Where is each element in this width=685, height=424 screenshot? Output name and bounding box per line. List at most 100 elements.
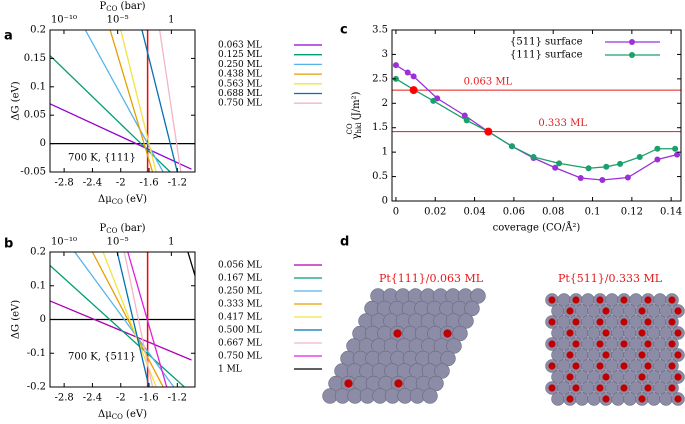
y-tick-label: 0 [40,314,46,325]
image-caption: Pt{511}/0.333 ML [558,272,663,285]
co-atom [638,373,646,381]
legend-label: 0.750 ML [218,99,262,109]
x-tick-label: 0.04 [463,207,485,218]
x-tick-label: -2 [116,178,126,189]
series-line [395,78,676,169]
x-tick-label: -2.8 [54,393,73,404]
plot-frame [49,29,196,173]
atom [422,388,438,404]
co-atom [674,351,682,359]
x-tick-label: -2.4 [83,393,102,404]
legend-label: 0.167 ML [218,274,262,284]
series-line [187,252,195,276]
y-tick-label: -0.2 [27,382,46,393]
co-atom [638,329,646,337]
legend-label: 0.688 ML [218,89,262,99]
panel-letter: c [340,23,348,38]
marker [624,174,631,181]
y-axis-label: ΔG (eV) [11,300,22,339]
co-atom [674,329,682,337]
co-atom [566,307,574,315]
co-atom [393,329,402,338]
y-tick-label: -0.05 [20,167,46,178]
marker [552,164,559,171]
legend-label: 0.250 ML [218,287,262,297]
co-atom [572,384,580,392]
y-tick-label: 0 [40,138,46,149]
marker [654,145,661,152]
atom [611,392,625,406]
marker [577,175,584,182]
atom [452,325,468,342]
series-line [127,252,168,387]
x2-axis-label: PCO (bar) [100,1,146,14]
x2-tick-label: 1 [168,237,174,248]
y-tick-label: 3.5 [372,25,388,36]
x-axis-label: ΔμCO (eV) [98,194,147,207]
co-atom [602,395,610,403]
series-line [158,30,182,172]
y-tick-label: 0.05 [24,110,46,121]
atom [623,392,637,406]
series-line [120,30,157,172]
panel-letter: d [340,235,349,250]
co-atom [668,318,676,326]
co-atom [443,329,452,338]
co-atom [638,307,646,315]
co-atom [602,329,610,337]
y-tick-label: 0.2 [30,25,46,36]
co-atom [668,340,676,348]
x2-axis-label-sub: CO [106,5,117,13]
atom [659,392,673,406]
series-line [50,103,192,170]
legend-marker [629,52,635,58]
x-tick-label: -1.6 [139,178,158,189]
co-atom [620,384,628,392]
marker [508,143,515,150]
marker [599,176,606,183]
legend-label: 0.667 ML [218,339,262,349]
series-line [91,252,164,387]
co-atom [620,340,628,348]
atom [551,392,565,406]
series-line [50,300,192,361]
co-atom [596,384,604,392]
legend-label: 0.438 ML [218,70,262,80]
highlight-point [484,127,493,136]
co-atom [344,379,353,388]
x-axis-label-sub: CO [112,413,123,421]
x2-axis-label: PCO (bar) [100,223,146,236]
x-tick-label: 0.12 [621,207,643,218]
co-atom [548,296,556,304]
x2-tick-label: 10⁻⁵ [107,237,129,248]
y-tick-label: 0.2 [30,247,46,258]
series-line [395,64,678,181]
atom [434,363,450,379]
plot-area [50,252,195,387]
co-atom [644,318,652,326]
atom [587,392,601,406]
co-atom [620,318,628,326]
co-atom [668,384,676,392]
marker [556,160,563,167]
y-tick-label: 2.5 [372,73,388,84]
x-axis-label-sub: CO [112,198,123,206]
panel-letter: a [4,29,13,44]
x-axis-label: coverage (CO/Å²) [493,222,581,234]
co-atom [548,318,556,326]
plot-frame [391,29,682,202]
atom [464,300,480,317]
co-atom [548,384,556,392]
legend-label: 0.056 ML [218,261,262,271]
x-axis-label-main: Δμ [98,194,112,205]
legend-label: {111} surface [510,50,583,61]
co-atom [566,351,574,359]
marker [603,163,610,170]
co-atom [572,340,580,348]
x2-tick-label: 10⁻¹⁰ [51,237,77,248]
marker [410,73,417,80]
atom [647,392,661,406]
y-tick-label: 2 [382,98,388,109]
marker [674,151,681,158]
highlight-point [409,86,418,95]
